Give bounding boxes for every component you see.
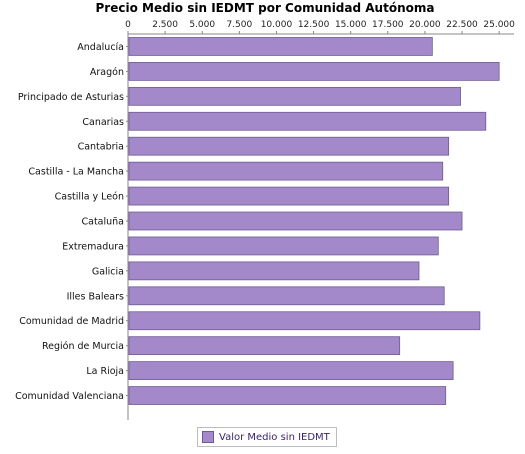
bars [128, 37, 500, 405]
bar [128, 236, 439, 256]
x-tick-label: 12.500 [298, 20, 330, 30]
bar [128, 136, 450, 156]
x-tick-label: 0 [125, 20, 131, 30]
category-label: Canarias [82, 117, 124, 128]
bar [128, 336, 401, 356]
category-label: Castilla y León [55, 192, 124, 203]
bar [128, 161, 444, 181]
category-label: Comunidad Valenciana [15, 391, 124, 402]
category-labels: Andalucía Aragón Principado de Asturias Can… [15, 42, 124, 402]
bar [128, 86, 461, 106]
category-label: Principado de Asturias [18, 92, 124, 103]
bar [128, 311, 481, 331]
category-label: Andalucía [77, 42, 124, 53]
x-tick-label: 10.000 [261, 20, 293, 30]
x-tick-label: 7.500 [226, 20, 252, 30]
bar [128, 37, 433, 56]
x-tick-label: 15.000 [335, 20, 367, 30]
bar [128, 361, 454, 380]
bar [128, 261, 420, 281]
category-label: Castilla - La Mancha [28, 167, 124, 178]
category-label: Aragón [90, 67, 124, 78]
legend: Valor Medio sin IEDMT [197, 427, 337, 447]
x-tick-label: 5.000 [189, 20, 215, 30]
x-tick-labels: 0 2.500 5.000 7.500 10.000 12.500 15.000 17.500… [125, 20, 515, 30]
x-tick-label: 20.000 [409, 20, 441, 30]
x-tick-label: 17.500 [372, 20, 404, 30]
category-label: Comunidad de Madrid [19, 316, 124, 327]
category-label: Cantabria [78, 142, 124, 153]
category-label: La Rioja [86, 366, 124, 377]
bar [128, 286, 445, 306]
bar [128, 386, 447, 405]
bar [128, 211, 463, 231]
bar [128, 62, 500, 81]
x-tick-label: 2.500 [152, 20, 178, 30]
chart-title: Precio Medio sin IEDMT por Comunidad Aut… [96, 1, 435, 15]
category-label: Illes Balears [67, 291, 124, 302]
bar [128, 186, 450, 206]
category-label: Extremadura [62, 241, 124, 252]
legend-label: Valor Medio sin IEDMT [219, 431, 330, 443]
category-label: Región de Murcia [42, 341, 124, 352]
x-tick-label: 25.000 [483, 20, 515, 30]
category-label: Galicia [92, 266, 124, 277]
x-tick-label: 22.500 [446, 20, 478, 30]
bar [128, 111, 487, 131]
category-label: Cataluña [81, 217, 124, 228]
legend-swatch [202, 431, 214, 443]
